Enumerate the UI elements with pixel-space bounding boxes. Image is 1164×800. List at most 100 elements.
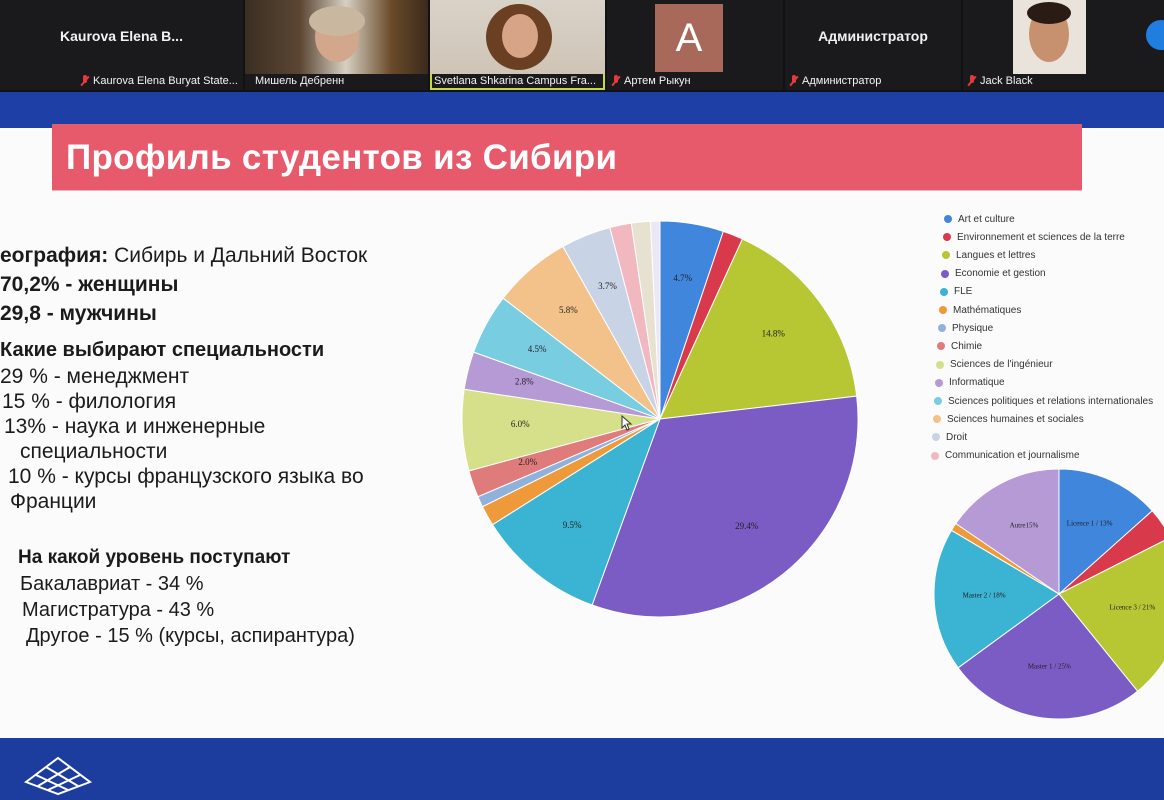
pie-slice-label: 14.8% <box>762 329 786 339</box>
participant-caption: Артем Рыкун <box>611 75 691 87</box>
participant-caption: Kaurova Elena Buryat State... <box>80 75 238 87</box>
participant-caption: Администратор <box>789 75 881 87</box>
slide-title: Профиль студентов из Сибири <box>66 138 618 177</box>
legend-label: FLE <box>954 286 973 298</box>
specialty-item: 29 % - менеджмент <box>0 365 190 388</box>
legend-item: Environnement et sciences de la terre <box>943 230 1125 244</box>
pie-slice-label: 3.7% <box>598 281 617 291</box>
participant-tile[interactable]: A Артем Рыкун <box>607 0 783 90</box>
legend-item: Sciences humaines et sociales <box>933 412 1084 426</box>
legend-label: Mathématiques <box>953 304 1022 316</box>
legend-label: Sciences humaines et sociales <box>947 413 1084 425</box>
pie-slice-label: Master 1 / 25% <box>1028 662 1071 670</box>
legend-swatch <box>943 233 951 242</box>
legend-swatch <box>938 324 946 333</box>
legend-swatch <box>937 342 945 351</box>
geography-value: Сибирь и Дальний Восток <box>108 244 368 267</box>
legend-swatch <box>931 451 939 460</box>
specialties-pie-chart: 4.7% 14.8% 29.4% 9.5% 2.0% 6.0% 2.8% 4.5% 5.8% 3.… <box>461 220 859 618</box>
legend-item: Informatique <box>935 376 1005 390</box>
legend-item: Communication et journalisme <box>931 449 1080 463</box>
legend-swatch <box>936 360 944 369</box>
pie-slice <box>933 529 1060 669</box>
legend-item: Mathématiques <box>939 303 1021 317</box>
pie-slice-label: 6.0% <box>511 419 530 429</box>
avatar: A <box>655 4 723 72</box>
level-item: Другое - 15 % (курсы, аспирантура) <box>26 625 355 647</box>
legend-label: Informatique <box>949 377 1005 389</box>
specialty-item: 15 % - филология <box>2 390 177 413</box>
pie-slice-label: Master 2 / 18% <box>963 592 1006 600</box>
legend-item: Chimie <box>937 339 982 353</box>
participant-label: Артем Рыкун <box>624 75 691 87</box>
participant-video <box>1013 0 1086 74</box>
pie-slice-label: Licence 1 / 13% <box>1067 520 1113 528</box>
slide-header-band <box>0 92 1164 128</box>
legend-label: Economie et gestion <box>955 268 1046 280</box>
legend-swatch <box>933 415 941 424</box>
legend-swatch <box>939 306 947 314</box>
pie-slice-label: 2.8% <box>515 377 534 387</box>
participant-label: Kaurova Elena Buryat State... <box>93 75 238 87</box>
pie-slice-label: 4.7% <box>673 273 692 283</box>
legend-swatch <box>944 215 952 223</box>
status-indicator-icon <box>1146 20 1164 50</box>
participant-caption: Мишель Дебренн <box>255 75 344 87</box>
levels-pie-chart: Licence 1 / 13% Licence 3 / 21% Master 1 /… <box>933 468 1164 720</box>
participant-name: Администратор <box>818 28 928 44</box>
participant-tile[interactable]: Мишель Дебренн <box>245 0 428 90</box>
legend-item: Droit <box>932 430 967 444</box>
legend-label: Langues et lettres <box>956 249 1036 261</box>
participant-tile[interactable]: Администратор Администратор <box>785 0 961 90</box>
legend-item: Art et culture <box>944 212 1015 226</box>
title-underline <box>52 190 1082 191</box>
pie-slice-label: 29.4% <box>735 521 759 531</box>
participant-video <box>430 0 605 74</box>
participant-tile[interactable]: Jack Black <box>963 0 1164 90</box>
legend-item: Economie et gestion <box>941 267 1046 281</box>
pie-slice <box>491 417 661 606</box>
geography-label: еография: <box>0 244 109 267</box>
participant-label: Svetlana Shkarina Campus Fra... <box>434 75 597 87</box>
pie-slice <box>1058 510 1164 595</box>
legend-item: Sciences de l'ingénieur <box>936 358 1053 372</box>
pie-slice-label: 9.5% <box>563 520 582 530</box>
pie-slice-label: Autre15% <box>1010 522 1039 530</box>
level-item: Бакалавриат - 34 % <box>20 573 204 595</box>
mic-muted-icon <box>80 75 90 87</box>
logo-icon <box>23 756 93 796</box>
pie-slice <box>955 468 1060 595</box>
participant-tile-active[interactable]: Svetlana Shkarina Campus Fra... <box>430 0 605 90</box>
specialties-title: Какие выбирают специальности <box>0 339 325 361</box>
participant-label: Мишель Дебренн <box>255 75 345 87</box>
pie-slice <box>1058 540 1164 692</box>
specialty-item: Франции <box>10 490 97 513</box>
legend-swatch <box>934 397 942 405</box>
legend-item: Physique <box>938 321 993 335</box>
pie-slice-label: 2.0% <box>518 457 537 467</box>
pie-slice-label: 5.8% <box>559 305 578 315</box>
slide-title-bar: Профиль студентов из Сибири <box>52 124 1082 190</box>
participant-tile[interactable]: Kaurova Elena B... Kaurova Elena Buryat … <box>0 0 243 90</box>
legend-label: Sciences de l'ingénieur <box>950 359 1053 371</box>
pie-slice <box>957 593 1139 720</box>
pie-slice <box>591 395 859 618</box>
mouse-cursor-icon <box>621 414 633 431</box>
level-item: Магистратура - 43 % <box>22 599 215 621</box>
participant-label: Администратор <box>802 75 882 87</box>
legend-item: FLE <box>940 285 972 299</box>
participants-strip: Kaurova Elena B... Kaurova Elena Buryat … <box>0 0 1164 92</box>
geography-line: еография: Сибирь и Дальний Восток <box>0 243 367 268</box>
slide-footer-band <box>0 738 1164 800</box>
participant-name: Kaurova Elena B... <box>60 28 183 44</box>
participant-label: Jack Black <box>980 75 1033 87</box>
specialty-item: 13% - наука и инженерные <box>4 415 266 438</box>
legend-item: Langues et lettres <box>942 248 1036 262</box>
participant-caption: Jack Black <box>967 75 1033 87</box>
mic-muted-icon <box>967 75 977 87</box>
pie-slice-label: Licence 3 / 21% <box>1110 604 1156 612</box>
mic-muted-icon <box>611 75 621 87</box>
pie-slice <box>649 220 661 420</box>
legend-label: Droit <box>946 431 968 443</box>
